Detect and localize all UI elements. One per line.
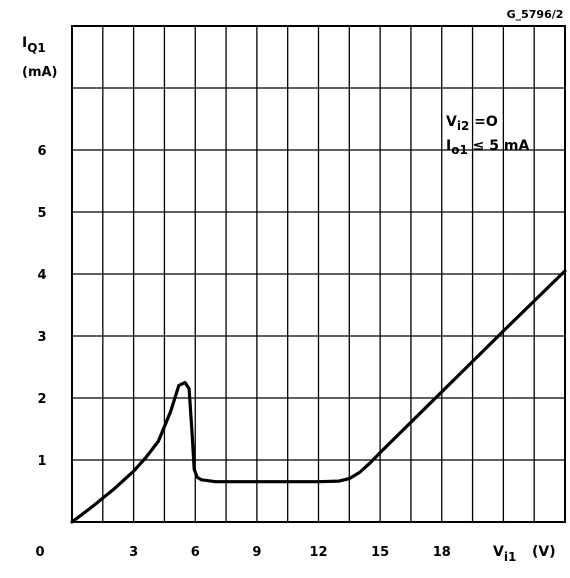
- x-tick-labels: 0 3 6 9 12 15 18: [35, 545, 450, 560]
- x-tick-label: 18: [433, 545, 451, 560]
- y-axis-label-sub: Q1: [27, 41, 46, 55]
- x-axis-unit: (V): [532, 544, 556, 560]
- x-axis-label-main: V: [493, 544, 504, 560]
- x-tick-label: 15: [371, 545, 389, 560]
- figure-code: G_5796/2: [507, 8, 564, 21]
- y-tick-label: 4: [37, 268, 46, 283]
- x-tick-label: 9: [252, 545, 261, 560]
- grid-lines: [72, 26, 565, 522]
- x-axis-label-sub: i1: [504, 550, 516, 564]
- y-tick-label: 2: [37, 392, 46, 407]
- y-axis-unit: (mA): [22, 65, 58, 80]
- y-axis-label: IQ1: [22, 35, 46, 55]
- x-tick-label: 0: [35, 545, 44, 560]
- y-tick-labels: 1 2 3 4 5 6: [37, 144, 46, 469]
- y-tick-label: 3: [37, 330, 46, 345]
- annotation: Vi2 =O Io1 ≤ 5 mA: [446, 114, 529, 157]
- x-tick-label: 12: [309, 545, 327, 560]
- annotation-line-1: Vi2 =O: [446, 114, 498, 133]
- annotation-line-2: Io1 ≤ 5 mA: [446, 138, 529, 157]
- plot-frame: [71, 25, 566, 523]
- y-tick-label: 1: [37, 454, 46, 469]
- y-axis-label-main: I: [22, 35, 27, 51]
- y-tick-label: 5: [37, 206, 46, 221]
- x-tick-label: 3: [129, 545, 138, 560]
- y-tick-label: 6: [37, 144, 46, 159]
- series-line: [70, 269, 567, 524]
- x-tick-label: 6: [191, 545, 200, 560]
- x-axis-label: Vi1: [493, 544, 516, 564]
